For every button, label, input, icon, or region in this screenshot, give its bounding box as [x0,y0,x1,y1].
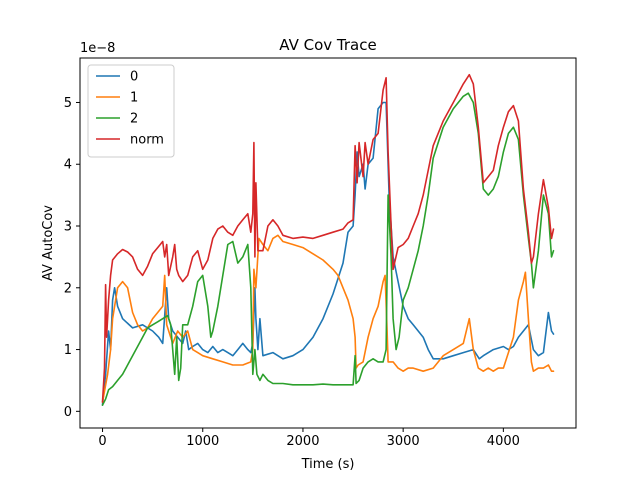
y-tick-label: 1 [64,343,72,358]
plot-frame [79,57,577,429]
y-tick-label: 0 [64,405,72,420]
series-line-2 [101,92,555,406]
y-axis-ticks: 0 1 2 3 4 5 [64,96,80,420]
series-line-norm [101,73,555,403]
x-axis-ticks: 0 1000 2000 3000 4000 [98,428,520,449]
x-axis-label: Time (s) [301,457,355,472]
series-layer [101,73,555,406]
x-tick-label: 0 [98,434,106,449]
y-tick-label: 2 [64,281,72,296]
legend-label-2: 2 [130,112,138,127]
series-line-1 [101,234,555,403]
legend-label-1: 1 [130,91,138,106]
legend-label-0: 0 [130,70,138,85]
chart-title: AV Cov Trace [279,36,376,54]
x-tick-label: 4000 [487,434,520,449]
y-tick-label: 4 [64,158,72,173]
y-tick-label: 3 [64,220,72,235]
y-axis-offset-label: 1e−8 [80,41,115,56]
x-tick-label: 1000 [186,434,219,449]
legend: 0 1 2 norm [87,64,175,158]
y-tick-label: 5 [64,96,72,111]
y-axis-label: AV AutoCov [41,205,56,281]
x-tick-label: 3000 [387,434,420,449]
legend-label-norm: norm [130,133,164,148]
legend-box [87,64,175,158]
x-tick-label: 2000 [286,434,319,449]
